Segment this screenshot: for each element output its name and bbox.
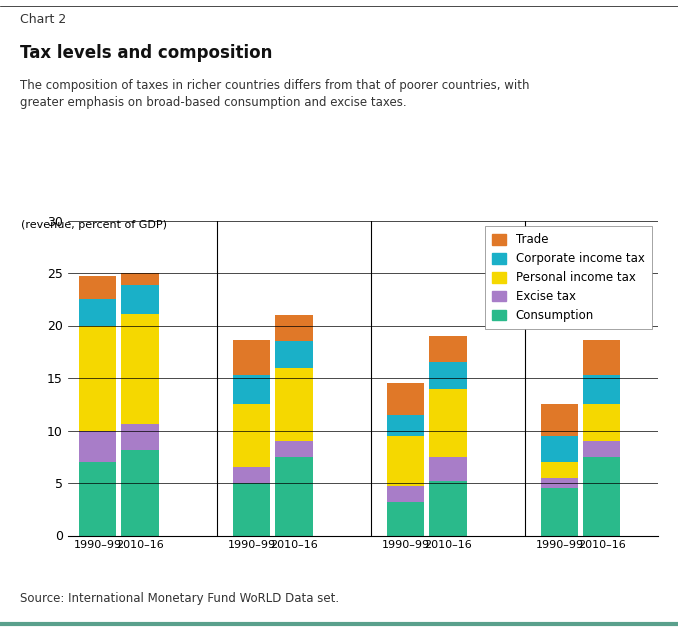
Bar [541, 478, 578, 488]
Bar [121, 314, 159, 424]
Text: Chart 2: Chart 2 [20, 13, 66, 26]
Bar [233, 340, 270, 375]
Bar [541, 462, 578, 478]
Bar [233, 483, 270, 536]
Bar [429, 457, 466, 481]
Bar [583, 457, 620, 536]
Text: Tax levels and composition: Tax levels and composition [20, 44, 273, 62]
Bar [121, 450, 159, 536]
Bar [233, 467, 270, 483]
Bar [387, 486, 424, 502]
Bar [583, 375, 620, 404]
Bar [387, 383, 424, 415]
Bar [429, 362, 466, 389]
Bar [275, 367, 313, 441]
Bar [275, 341, 313, 367]
Bar [233, 404, 270, 467]
Bar [275, 441, 313, 457]
Bar [121, 285, 159, 314]
Bar [79, 326, 116, 430]
Bar [541, 488, 578, 536]
Legend: Trade, Corporate income tax, Personal income tax, Excise tax, Consumption: Trade, Corporate income tax, Personal in… [485, 226, 652, 329]
Bar [541, 436, 578, 462]
Bar [583, 340, 620, 375]
Bar [275, 315, 313, 341]
Bar [275, 457, 313, 536]
Text: Source: International Monetary Fund WoRLD Data set.: Source: International Monetary Fund WoRL… [20, 592, 340, 605]
Bar [429, 481, 466, 536]
Bar [583, 404, 620, 441]
Bar [583, 441, 620, 457]
Bar [121, 424, 159, 450]
Bar [429, 336, 466, 362]
Text: The composition of taxes in richer countries differs from that of poorer countri: The composition of taxes in richer count… [20, 79, 530, 109]
Bar [541, 404, 578, 436]
Text: (revenue, percent of GDP): (revenue, percent of GDP) [20, 220, 167, 231]
Bar [79, 462, 116, 536]
Bar [233, 375, 270, 404]
Bar [387, 502, 424, 536]
Bar [387, 415, 424, 436]
Bar [429, 389, 466, 457]
Bar [79, 276, 116, 299]
Bar [79, 430, 116, 462]
Bar [79, 299, 116, 326]
Bar [387, 436, 424, 486]
Bar [121, 273, 159, 285]
